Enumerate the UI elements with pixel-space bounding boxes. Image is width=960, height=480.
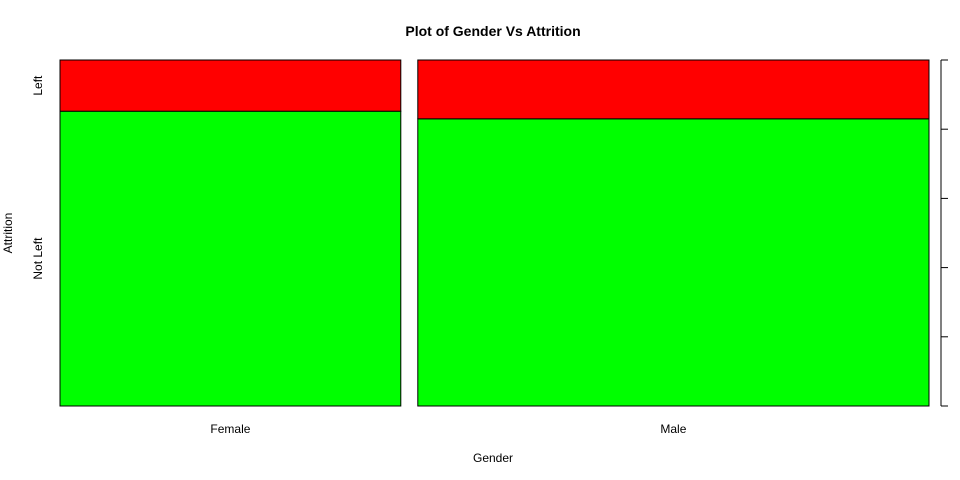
level-labels: Not Left Left	[31, 75, 45, 280]
y-tick-label-0.8: 0.8	[958, 121, 960, 138]
bar-male-not-left	[417, 118, 930, 407]
bars-group	[59, 59, 930, 407]
right-y-axis: 0.0 0.2 0.4 0.6 0.8 1.0	[940, 52, 960, 415]
chart-title: Plot of Gender Vs Attrition	[405, 23, 580, 39]
y-tick-label-1.0: 1.0	[958, 52, 960, 69]
category-label-female: Female	[210, 422, 250, 436]
bar-female-not-left	[59, 110, 402, 407]
y-tick-label-0.6: 0.6	[958, 190, 960, 207]
y-tick-label-0.0: 0.0	[958, 398, 960, 415]
category-labels: Female Male	[210, 422, 686, 436]
y-axis-label: Attrition	[1, 213, 15, 254]
bar-female-left	[59, 59, 402, 112]
x-axis-label: Gender	[473, 451, 513, 465]
y-tick-label-0.2: 0.2	[958, 328, 960, 345]
y-tick-label-0.4: 0.4	[958, 259, 960, 276]
category-label-male: Male	[660, 422, 686, 436]
bar-male-left	[417, 59, 930, 120]
level-label-not-left: Not Left	[31, 237, 45, 280]
level-label-left: Left	[31, 75, 45, 96]
